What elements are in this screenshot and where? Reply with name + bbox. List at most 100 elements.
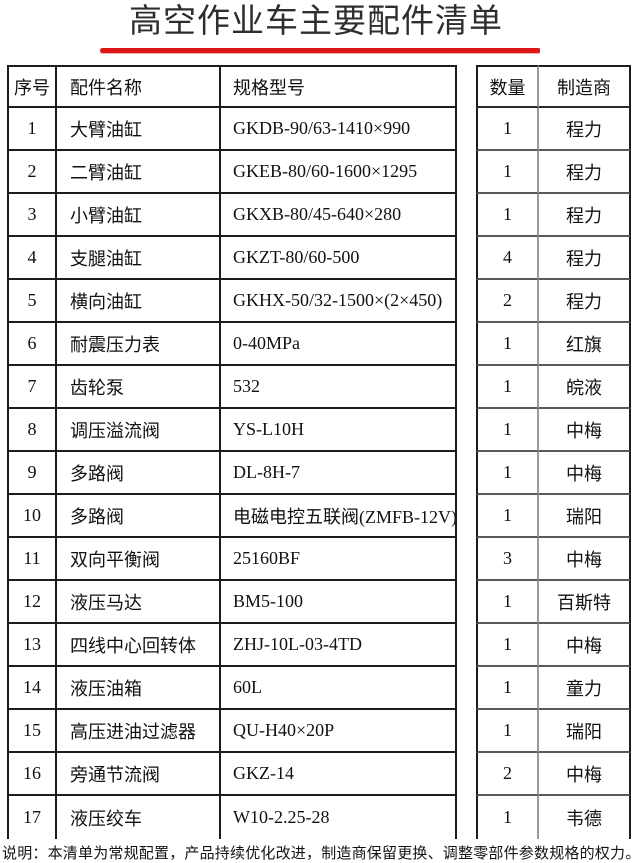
cell-qty: 1: [476, 710, 539, 753]
table-gap-cell: [457, 495, 476, 538]
cell-name: 多路阀: [57, 495, 221, 538]
cell-qty: 1: [476, 366, 539, 409]
cell-seq: 2: [7, 151, 57, 194]
cell-qty: 2: [476, 753, 539, 796]
cell-name: 双向平衡阀: [57, 538, 221, 581]
cell-qty: 2: [476, 280, 539, 323]
cell-name: 大臂油缸: [57, 108, 221, 151]
cell-spec: YS-L10H: [221, 409, 457, 452]
cell-spec: 0-40MPa: [221, 323, 457, 366]
cell-seq: 3: [7, 194, 57, 237]
column-header-name: 配件名称: [57, 65, 221, 108]
table-gap-cell: [457, 753, 476, 796]
table-gap-cell: [457, 581, 476, 624]
cell-qty: 1: [476, 194, 539, 237]
cell-mfr: 百斯特: [539, 581, 631, 624]
cell-mfr: 童力: [539, 667, 631, 710]
cell-qty: 1: [476, 452, 539, 495]
cell-name: 耐震压力表: [57, 323, 221, 366]
cell-spec: GKXB-80/45-640×280: [221, 194, 457, 237]
cell-seq: 15: [7, 710, 57, 753]
cell-qty: 1: [476, 323, 539, 366]
cell-name: 横向油缸: [57, 280, 221, 323]
cell-qty: 1: [476, 151, 539, 194]
footer-note: 说明：本清单为常规配置，产品持续优化改进，制造商保留更换、调整零部件参数规格的权…: [2, 846, 632, 862]
cell-name: 多路阀: [57, 452, 221, 495]
cell-spec: GKZ-14: [221, 753, 457, 796]
cell-spec: 25160BF: [221, 538, 457, 581]
cell-seq: 16: [7, 753, 57, 796]
cell-spec: GKZT-80/60-500: [221, 237, 457, 280]
cell-seq: 8: [7, 409, 57, 452]
cell-qty: 1: [476, 495, 539, 538]
cell-qty: 3: [476, 538, 539, 581]
cell-spec: 电磁电控五联阀(ZMFB-12V): [221, 495, 457, 538]
cell-mfr: 程力: [539, 280, 631, 323]
cell-qty: 4: [476, 237, 539, 280]
table-gap-cell: [457, 624, 476, 667]
cell-seq: 4: [7, 237, 57, 280]
cell-mfr: 程力: [539, 237, 631, 280]
cell-mfr: 皖液: [539, 366, 631, 409]
cell-mfr: 中梅: [539, 753, 631, 796]
cell-seq: 12: [7, 581, 57, 624]
cell-seq: 5: [7, 280, 57, 323]
cell-name: 二臂油缸: [57, 151, 221, 194]
cell-mfr: 中梅: [539, 624, 631, 667]
cell-name: 调压溢流阀: [57, 409, 221, 452]
cell-spec: BM5-100: [221, 581, 457, 624]
cell-qty: 1: [476, 624, 539, 667]
cell-spec: ZHJ-10L-03-4TD: [221, 624, 457, 667]
table-gap-cell: [457, 710, 476, 753]
cell-name: 液压马达: [57, 581, 221, 624]
cell-mfr: 中梅: [539, 409, 631, 452]
table-gap-cell: [457, 280, 476, 323]
cell-mfr: 程力: [539, 151, 631, 194]
table-gap-cell: [457, 796, 476, 839]
title-underline: [100, 48, 540, 53]
table-gap-cell: [457, 151, 476, 194]
cell-name: 齿轮泵: [57, 366, 221, 409]
cell-spec: DL-8H-7: [221, 452, 457, 495]
cell-spec: 60L: [221, 667, 457, 710]
column-header-spec: 规格型号: [221, 65, 457, 108]
table-gap-cell: [457, 366, 476, 409]
column-header-seq: 序号: [7, 65, 57, 108]
cell-seq: 14: [7, 667, 57, 710]
cell-spec: GKEB-80/60-1600×1295: [221, 151, 457, 194]
cell-mfr: 红旗: [539, 323, 631, 366]
table-gap-cell: [457, 667, 476, 710]
cell-mfr: 中梅: [539, 538, 631, 581]
cell-mfr: 瑞阳: [539, 495, 631, 538]
cell-seq: 11: [7, 538, 57, 581]
cell-name: 四线中心回转体: [57, 624, 221, 667]
cell-seq: 13: [7, 624, 57, 667]
table-gap-cell: [457, 409, 476, 452]
cell-name: 液压绞车: [57, 796, 221, 839]
table-gap-cell: [457, 323, 476, 366]
cell-spec: GKDB-90/63-1410×990: [221, 108, 457, 151]
cell-seq: 6: [7, 323, 57, 366]
cell-qty: 1: [476, 796, 539, 839]
table-gap-cell: [457, 452, 476, 495]
cell-mfr: 韦德: [539, 796, 631, 839]
cell-seq: 10: [7, 495, 57, 538]
cell-mfr: 程力: [539, 194, 631, 237]
page-title: 高空作业车主要配件清单: [129, 4, 503, 40]
table-gap-cell: [457, 194, 476, 237]
cell-qty: 1: [476, 108, 539, 151]
cell-name: 支腿油缸: [57, 237, 221, 280]
cell-name: 小臂油缸: [57, 194, 221, 237]
cell-qty: 1: [476, 667, 539, 710]
cell-seq: 1: [7, 108, 57, 151]
table-gap-cell: [457, 65, 476, 108]
cell-mfr: 中梅: [539, 452, 631, 495]
cell-name: 液压油箱: [57, 667, 221, 710]
cell-spec: W10-2.25-28: [221, 796, 457, 839]
column-header-mfr: 制造商: [539, 65, 631, 108]
cell-seq: 9: [7, 452, 57, 495]
cell-seq: 17: [7, 796, 57, 839]
cell-spec: 532: [221, 366, 457, 409]
cell-name: 旁通节流阀: [57, 753, 221, 796]
